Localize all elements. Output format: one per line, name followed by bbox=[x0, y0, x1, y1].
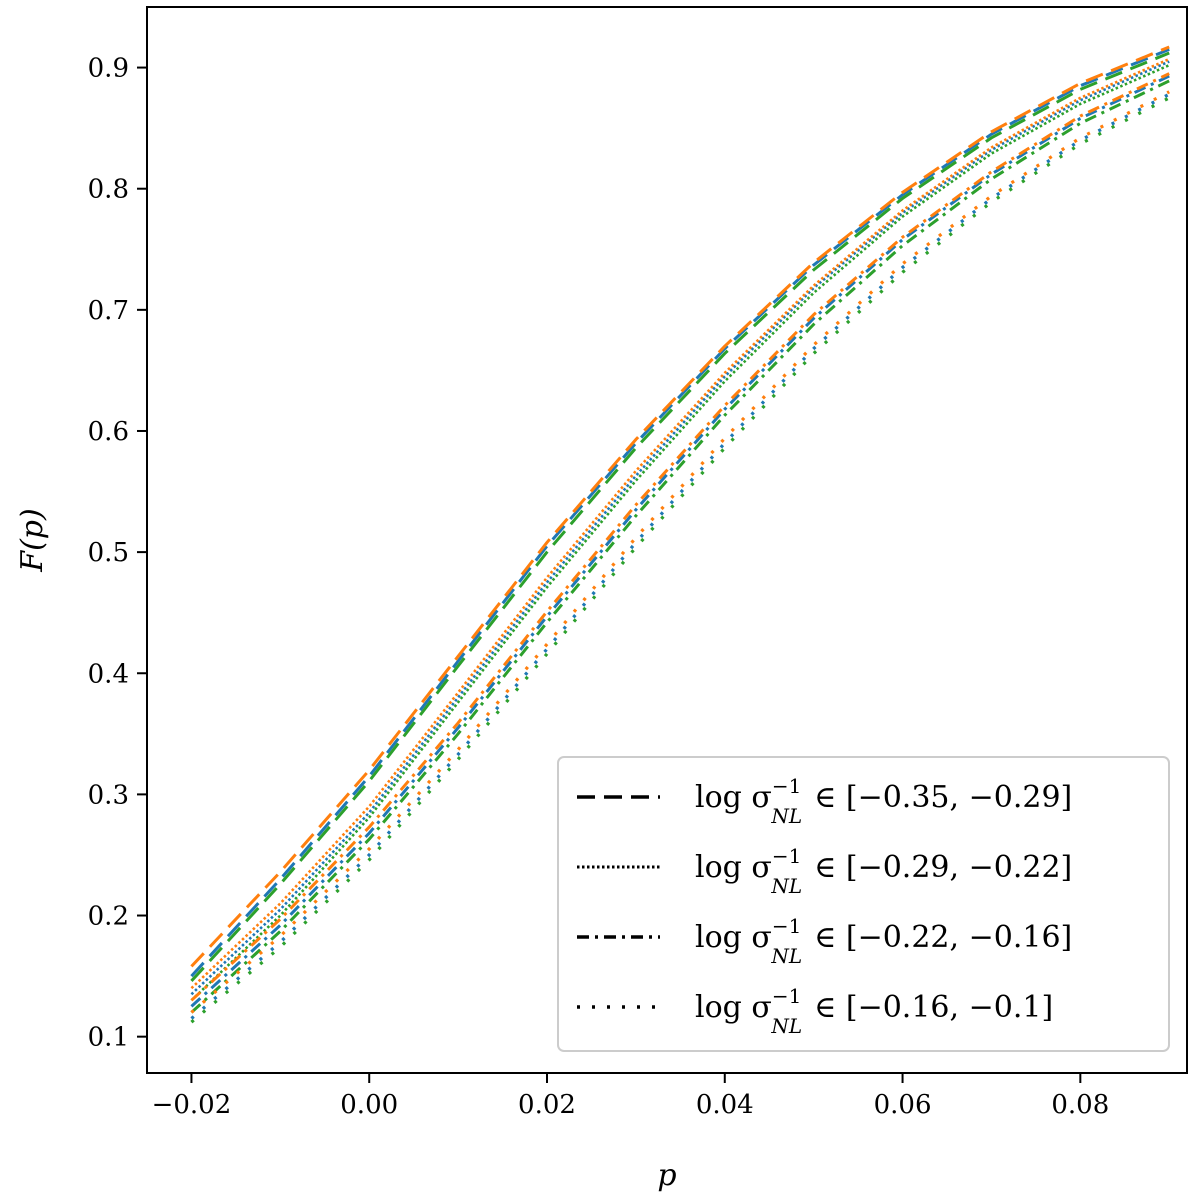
series-1-curve-2 bbox=[190, 63, 1170, 1002]
y-tick-label: 0.7 bbox=[88, 296, 129, 326]
legend: log σ−1 NL∈ [−0.35, −0.29] log σ−1 NL∈ [−0.… bbox=[557, 756, 1170, 1052]
legend-label-1: log σ−1 NL∈ [−0.29, −0.22] bbox=[695, 844, 1072, 898]
curves-layer bbox=[190, 45, 1170, 1024]
legend-label-2: log σ−1 NL∈ [−0.22, −0.16] bbox=[695, 914, 1072, 968]
y-tick-label: 0.8 bbox=[88, 175, 129, 205]
series-1-curve-0 bbox=[190, 60, 1170, 996]
legend-box bbox=[557, 756, 1170, 1052]
y-tick-label: 0.4 bbox=[88, 659, 129, 689]
series-0-curve-0 bbox=[190, 48, 1170, 978]
y-tick-label: 0.3 bbox=[88, 780, 129, 810]
series-0-curve-2 bbox=[190, 51, 1170, 982]
x-tick-label: 0.08 bbox=[1051, 1090, 1109, 1120]
legend-label-0: log σ−1 NL∈ [−0.35, −0.29] bbox=[695, 774, 1072, 828]
x-tick-label: 0.04 bbox=[696, 1090, 754, 1120]
x-axis-label: p bbox=[657, 1158, 676, 1193]
y-tick-label: 0.6 bbox=[88, 417, 129, 447]
y-tick-label: 0.9 bbox=[88, 54, 129, 84]
y-tick-label: 0.1 bbox=[88, 1023, 129, 1053]
x-axis: −0.02 0.00 0.02 0.04 0.06 0.08 bbox=[152, 1073, 1109, 1120]
y-tick-label: 0.2 bbox=[88, 902, 129, 932]
series-2-curve-2 bbox=[190, 79, 1170, 1014]
x-tick-label: 0.02 bbox=[518, 1090, 576, 1120]
series-2-curve-0 bbox=[190, 74, 1170, 1008]
series-2-curve-1 bbox=[190, 72, 1170, 1002]
y-tick-label: 0.5 bbox=[88, 538, 129, 568]
y-axis-label: F(p) bbox=[15, 508, 50, 572]
x-tick-label: −0.02 bbox=[152, 1090, 232, 1120]
y-axis: 0.1 0.2 0.3 0.4 0.5 0.6 0.7 0.8 0.9 bbox=[88, 54, 147, 1053]
plot-frame bbox=[146, 6, 1188, 1074]
x-tick-label: 0.06 bbox=[874, 1090, 932, 1120]
series-0-curve-1 bbox=[190, 45, 1170, 968]
x-tick-label: 0.00 bbox=[340, 1090, 398, 1120]
legend-label-3: log σ−1 NL∈ [−0.16, −0.1] bbox=[695, 984, 1053, 1038]
series-1-curve-1 bbox=[190, 57, 1170, 990]
